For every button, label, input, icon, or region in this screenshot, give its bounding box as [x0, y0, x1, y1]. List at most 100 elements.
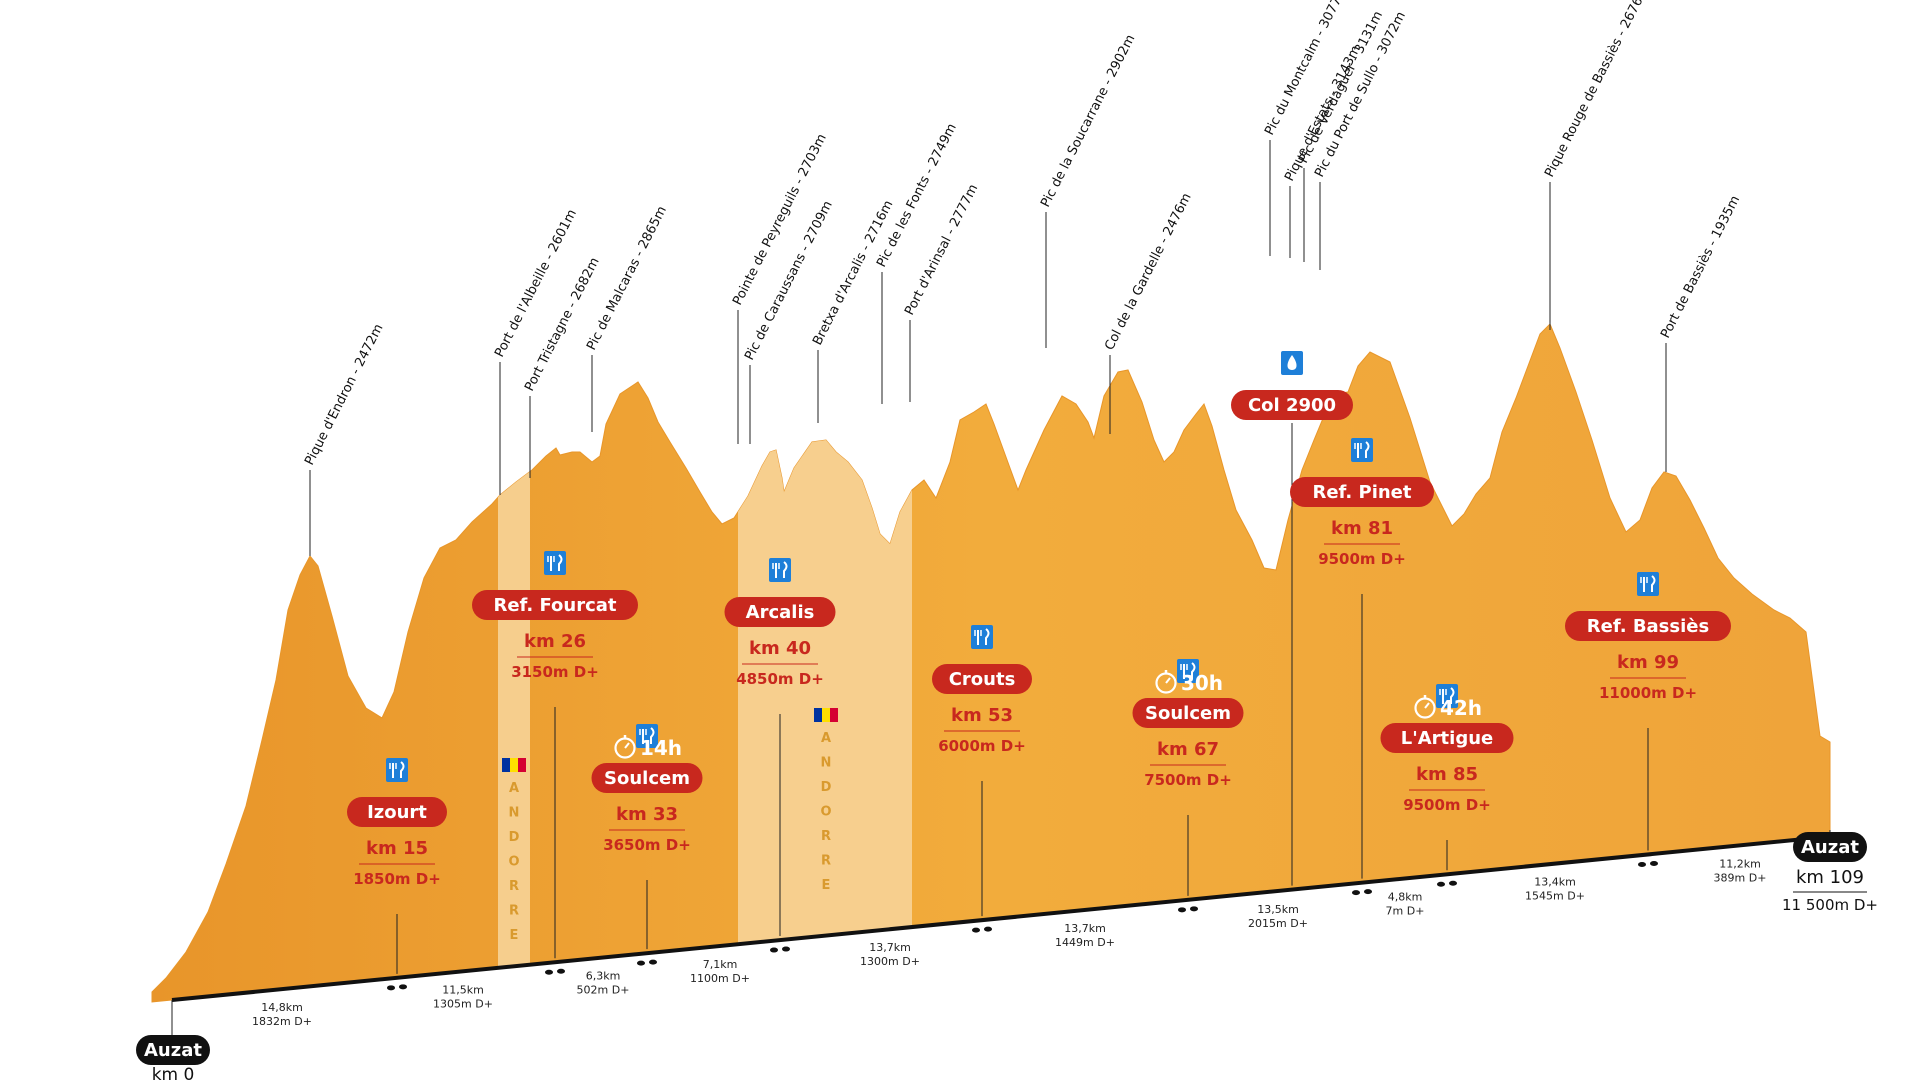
finish-pill[interactable]	[1793, 832, 1867, 862]
andorra-letter: E	[510, 928, 519, 943]
peak-label: Col de la Gardelle - 2476m	[1102, 191, 1194, 353]
stop-pill[interactable]	[591, 763, 703, 793]
andorra-letter: N	[509, 806, 520, 821]
stop-name: L'Artigue	[1401, 728, 1493, 749]
stop-9[interactable]: 42h L'Artigue km 85 9500m D+	[1380, 684, 1514, 871]
peak-label: Pic de Malcaras - 2865m	[584, 204, 670, 353]
stopwatch-icon	[1414, 697, 1436, 719]
stop-pill[interactable]	[1231, 390, 1353, 420]
andorra-letter: A	[821, 731, 831, 746]
footstep-icon	[1638, 861, 1646, 867]
stop-name: Ref. Pinet	[1312, 482, 1411, 503]
segment-dplus: 1100m D+	[690, 972, 750, 985]
stop-2[interactable]: Ref. Fourcat km 26 3150m D+	[472, 551, 638, 959]
footstep-icon	[1437, 881, 1445, 887]
drop-icon	[1287, 355, 1297, 370]
stop-pill[interactable]	[1132, 698, 1244, 728]
stop-1[interactable]: Izourt km 15 1850m D+	[347, 758, 447, 974]
andorra-letter: O	[508, 855, 519, 870]
stop-km: km 40	[749, 638, 811, 659]
food-icon	[1351, 438, 1373, 462]
stop-km: km 81	[1331, 518, 1393, 539]
stop-km: km 53	[951, 705, 1013, 726]
stop-name: Arcalis	[746, 602, 815, 623]
flag-blue	[814, 708, 822, 722]
footstep-icon	[649, 959, 657, 965]
cutoff-time: 14h	[640, 736, 682, 760]
stop-pill[interactable]	[1565, 611, 1731, 641]
segment-distance: 11,5km	[442, 983, 484, 996]
stop-7[interactable]: Col 2900	[1231, 351, 1353, 886]
knife-icon	[783, 561, 788, 578]
stop-name: Crouts	[949, 669, 1016, 690]
segment-distance: 13,5km	[1257, 903, 1299, 916]
segment-distance: 7,1km	[703, 958, 738, 971]
andorra-letter: N	[821, 756, 832, 771]
flag-blue	[502, 758, 510, 772]
peak-label: Pique d'Endron - 2472m	[302, 322, 386, 468]
finish-km: km 109	[1796, 867, 1864, 888]
footstep-icon	[545, 969, 553, 975]
knife-icon	[1191, 662, 1196, 679]
stop-pill[interactable]	[472, 590, 638, 620]
stop-pill[interactable]	[347, 797, 447, 827]
stop-name: Col 2900	[1248, 395, 1336, 416]
knife-icon	[650, 727, 655, 744]
stop-name: Soulcem	[1145, 703, 1231, 724]
stop-dplus: 6000m D+	[938, 737, 1026, 755]
stop-6[interactable]: 30h Soulcem km 67 7500m D+	[1132, 659, 1244, 896]
footstep-icon	[637, 960, 645, 966]
stop-dplus: 1850m D+	[353, 870, 441, 888]
peak-label: Port de Bassiès - 1935m	[1658, 193, 1743, 340]
start-pill[interactable]	[136, 1035, 210, 1065]
footstep-icon	[984, 926, 992, 932]
stop-pill[interactable]	[724, 597, 836, 627]
andorra-letter: E	[822, 878, 831, 893]
food-icon	[971, 625, 993, 649]
stop-dplus: 9500m D+	[1318, 550, 1406, 568]
stop-dplus: 7500m D+	[1144, 771, 1232, 789]
stop-dplus: 3150m D+	[511, 663, 599, 681]
segment-dplus: 1305m D+	[433, 997, 493, 1010]
stop-pill[interactable]	[1380, 723, 1514, 753]
andorra-letter: R	[821, 829, 831, 844]
stop-pill[interactable]	[1290, 477, 1434, 507]
stop-3[interactable]: 14h Soulcem km 33 3650m D+	[591, 724, 703, 950]
segment-distance: 6,3km	[586, 970, 621, 983]
stop-name: Izourt	[367, 802, 427, 823]
flag-red	[830, 708, 838, 722]
flag-red	[518, 758, 526, 772]
finish-marker[interactable]: Auzat km 109 11 500m D+	[1782, 832, 1878, 914]
stop-dplus: 4850m D+	[736, 670, 824, 688]
andorra-band-2	[738, 440, 912, 945]
food-icon	[769, 558, 791, 582]
stop-10[interactable]: Ref. Bassiès km 99 11000m D+	[1565, 572, 1731, 851]
footstep-icon	[770, 947, 778, 953]
knife-icon	[1450, 687, 1455, 704]
stop-pill[interactable]	[932, 664, 1032, 694]
start-km: km 0	[152, 1065, 195, 1080]
stop-8[interactable]: Ref. Pinet km 81 9500m D+	[1290, 438, 1434, 879]
cutoff-time: 30h	[1181, 671, 1223, 695]
footstep-icon	[1178, 907, 1186, 913]
stop-5[interactable]: Crouts km 53 6000m D+	[932, 625, 1032, 917]
cutoff-time: 42h	[1440, 696, 1482, 720]
stop-4[interactable]: Arcalis km 40 4850m D+	[724, 558, 836, 937]
peak-label: Pique Rouge de Bassiès - 2676m	[1542, 0, 1652, 180]
footstep-icon	[387, 985, 395, 991]
andorra-letter: A	[509, 781, 519, 796]
andorra-letter: O	[820, 805, 831, 820]
segment-dplus: 1545m D+	[1525, 890, 1585, 903]
footstep-icon	[782, 946, 790, 952]
segment-distance: 11,2km	[1719, 857, 1761, 870]
segment-dplus: 1300m D+	[860, 955, 920, 968]
stop-name: Ref. Fourcat	[493, 595, 616, 616]
start-marker[interactable]: Auzat km 0	[136, 1035, 210, 1084]
stop-dplus: 9500m D+	[1403, 796, 1491, 814]
food-icon	[1637, 572, 1659, 596]
